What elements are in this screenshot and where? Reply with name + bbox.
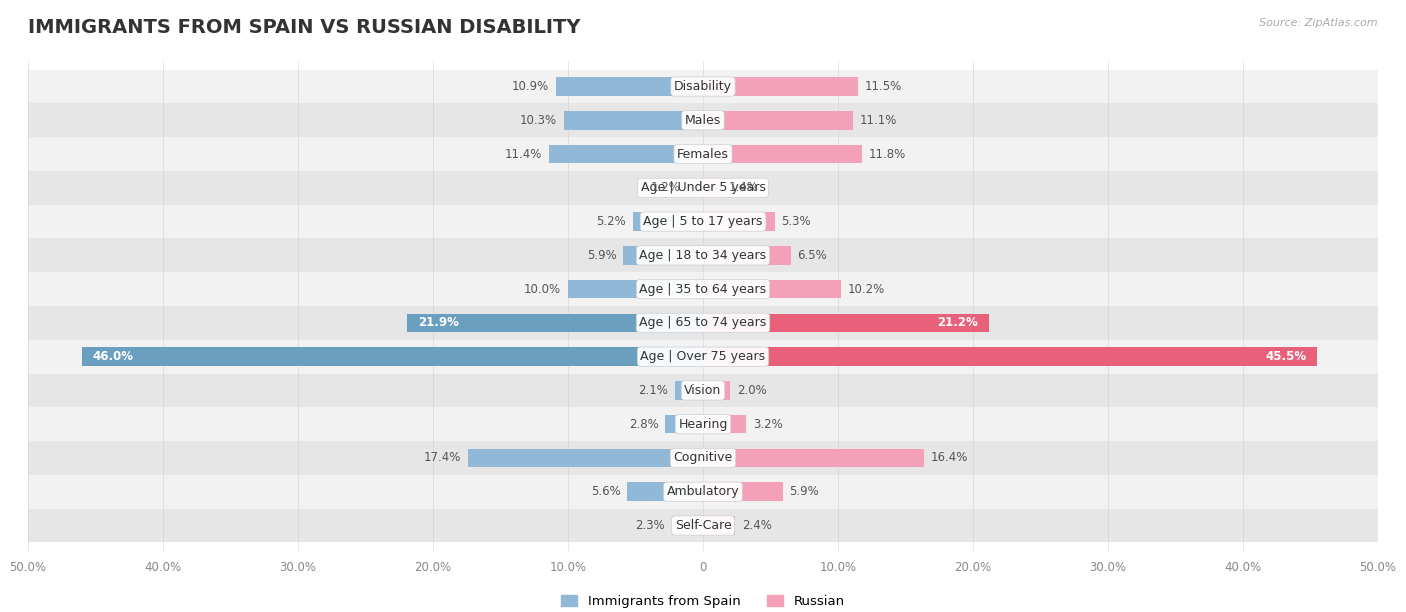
Text: 2.0%: 2.0% [737,384,766,397]
Bar [28,509,1378,542]
Bar [703,246,790,264]
Text: 10.9%: 10.9% [512,80,550,93]
Text: Age | 35 to 64 years: Age | 35 to 64 years [640,283,766,296]
Bar [28,171,1378,204]
Text: Cognitive: Cognitive [673,452,733,465]
Text: Self-Care: Self-Care [675,519,731,532]
Bar [703,280,841,299]
Bar [555,77,703,96]
Bar [568,280,703,299]
Text: 2.1%: 2.1% [638,384,668,397]
Text: 11.1%: 11.1% [859,114,897,127]
Bar [28,373,1378,408]
Text: Disability: Disability [673,80,733,93]
Bar [550,145,703,163]
Text: 17.4%: 17.4% [425,452,461,465]
Text: 6.5%: 6.5% [797,249,827,262]
Text: 2.8%: 2.8% [628,417,658,431]
Bar [633,212,703,231]
Bar [28,475,1378,509]
Bar [468,449,703,467]
Bar [623,246,703,264]
Text: Age | 5 to 17 years: Age | 5 to 17 years [644,215,762,228]
Text: Vision: Vision [685,384,721,397]
Bar [28,70,1378,103]
Bar [703,449,924,467]
Text: 46.0%: 46.0% [93,350,134,363]
Text: 2.4%: 2.4% [742,519,772,532]
Text: 5.3%: 5.3% [782,215,811,228]
Text: Age | 65 to 74 years: Age | 65 to 74 years [640,316,766,329]
Text: IMMIGRANTS FROM SPAIN VS RUSSIAN DISABILITY: IMMIGRANTS FROM SPAIN VS RUSSIAN DISABIL… [28,18,581,37]
Text: Males: Males [685,114,721,127]
Text: 11.4%: 11.4% [505,147,543,160]
Text: 21.2%: 21.2% [938,316,979,329]
Bar [665,415,703,433]
Text: 5.6%: 5.6% [591,485,620,498]
Bar [686,179,703,197]
Text: Age | Over 75 years: Age | Over 75 years [641,350,765,363]
Text: 10.0%: 10.0% [524,283,561,296]
Bar [28,340,1378,373]
Legend: Immigrants from Spain, Russian: Immigrants from Spain, Russian [561,595,845,608]
Text: 16.4%: 16.4% [931,452,969,465]
Text: Females: Females [678,147,728,160]
Bar [675,381,703,400]
Text: 45.5%: 45.5% [1265,350,1306,363]
Bar [703,516,735,535]
Bar [703,415,747,433]
Bar [627,482,703,501]
Text: 5.2%: 5.2% [596,215,626,228]
Bar [703,313,990,332]
Bar [703,77,858,96]
Bar [28,272,1378,306]
Text: Age | Under 5 years: Age | Under 5 years [641,181,765,195]
Text: 1.4%: 1.4% [728,181,758,195]
Text: 10.2%: 10.2% [848,283,884,296]
Text: 3.2%: 3.2% [754,417,783,431]
Text: 11.5%: 11.5% [865,80,903,93]
Bar [703,348,1317,366]
Bar [28,441,1378,475]
Bar [564,111,703,130]
Bar [28,103,1378,137]
Text: 21.9%: 21.9% [418,316,460,329]
Bar [703,381,730,400]
Text: Hearing: Hearing [678,417,728,431]
Text: Age | 18 to 34 years: Age | 18 to 34 years [640,249,766,262]
Bar [28,137,1378,171]
Text: 11.8%: 11.8% [869,147,907,160]
Bar [408,313,703,332]
Text: 5.9%: 5.9% [789,485,820,498]
Bar [28,204,1378,239]
Bar [703,145,862,163]
Bar [672,516,703,535]
Bar [82,348,703,366]
Text: Source: ZipAtlas.com: Source: ZipAtlas.com [1260,18,1378,28]
Bar [703,482,783,501]
Bar [28,239,1378,272]
Bar [28,306,1378,340]
Bar [703,179,721,197]
Text: 5.9%: 5.9% [586,249,617,262]
Bar [703,111,853,130]
Text: 2.3%: 2.3% [636,519,665,532]
Bar [703,212,775,231]
Text: 1.2%: 1.2% [650,181,681,195]
Text: 10.3%: 10.3% [520,114,557,127]
Bar [28,408,1378,441]
Text: Ambulatory: Ambulatory [666,485,740,498]
